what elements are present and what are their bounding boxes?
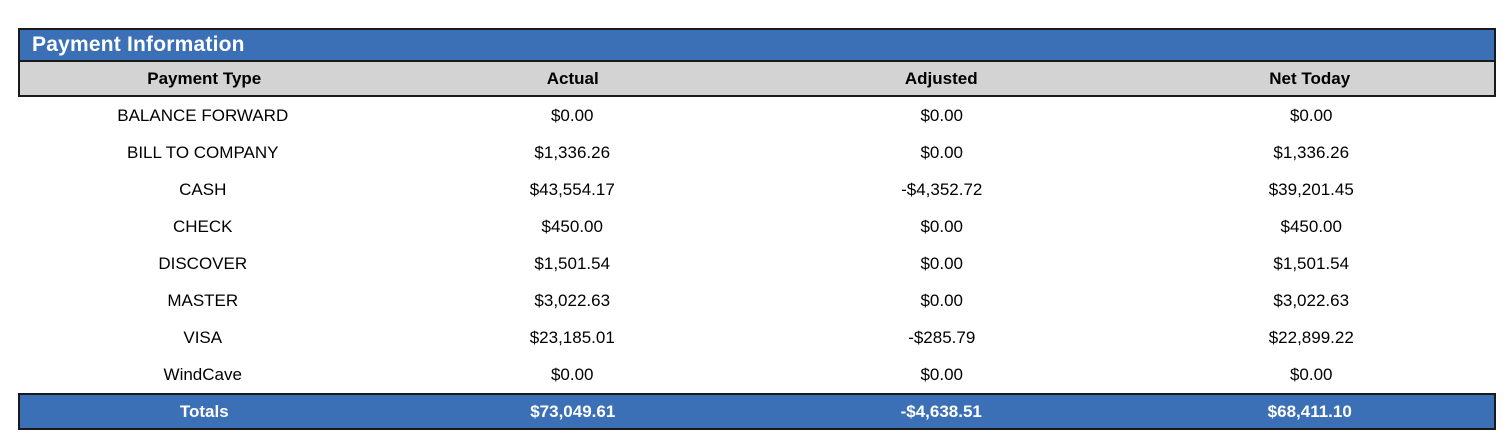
table-body: BALANCE FORWARD $0.00 $0.00 $0.00 BILL T… [18,97,1496,393]
actual-cell: $1,336.26 [534,142,611,162]
actual-cell: $23,185.01 [529,327,615,347]
panel-title-bar: Payment Information [18,28,1496,62]
totals-label: Totals [179,401,229,421]
totals-net-today: $68,411.10 [1267,401,1352,421]
actual-cell: $3,022.63 [534,290,611,310]
adjusted-cell: $0.00 [920,364,964,384]
payment-type-cell: WindCave [163,364,242,384]
net-today-cell: $1,501.54 [1273,253,1350,273]
adjusted-cell: $0.00 [920,105,964,125]
payment-type-cell: CHECK [172,216,233,236]
table-row: MASTER $3,022.63 $0.00 $3,022.63 [18,282,1496,319]
adjusted-cell: -$4,352.72 [901,179,983,199]
actual-cell: $0.00 [550,105,594,125]
table-row: VISA $23,185.01 -$285.79 $22,899.22 [18,319,1496,356]
adjusted-cell: $0.00 [920,253,964,273]
actual-cell: $0.00 [550,364,594,384]
net-today-cell: $39,201.45 [1268,179,1354,199]
payment-information-panel: Payment Information Payment Type Actual … [18,28,1496,430]
net-today-cell: $0.00 [1289,105,1333,125]
table-row: CASH $43,554.17 -$4,352.72 $39,201.45 [18,171,1496,208]
table-row: BALANCE FORWARD $0.00 $0.00 $0.00 [18,97,1496,134]
column-header-adjusted: Adjusted [904,68,978,88]
payment-type-cell: BALANCE FORWARD [117,105,289,125]
adjusted-cell: $0.00 [920,290,964,310]
payment-type-cell: CASH [179,179,227,199]
actual-cell: $450.00 [541,216,603,236]
table-row: BILL TO COMPANY $1,336.26 $0.00 $1,336.2… [18,134,1496,171]
table-row: CHECK $450.00 $0.00 $450.00 [18,208,1496,245]
column-header-net-today: Net Today [1269,68,1351,88]
column-header-payment-type: Payment Type [147,68,262,88]
table-row: WindCave $0.00 $0.00 $0.00 [18,356,1496,393]
payment-type-cell: BILL TO COMPANY [127,142,279,162]
payment-type-cell: DISCOVER [158,253,248,273]
totals-actual: $73,049.61 [530,401,616,421]
payment-type-cell: MASTER [167,290,239,310]
actual-cell: $1,501.54 [534,253,611,273]
net-today-cell: $450.00 [1280,216,1342,236]
net-today-cell: $1,336.26 [1273,142,1350,162]
adjusted-cell: $0.00 [920,142,964,162]
totals-adjusted: -$4,638.51 [900,401,982,421]
column-header-row: Payment Type Actual Adjusted Net Today [18,62,1496,97]
adjusted-cell: $0.00 [920,216,964,236]
payment-type-cell: VISA [183,327,223,347]
adjusted-cell: -$285.79 [908,327,976,347]
panel-title: Payment Information [32,33,245,56]
column-header-actual: Actual [546,68,599,88]
net-today-cell: $22,899.22 [1268,327,1354,347]
totals-row: Totals $73,049.61 -$4,638.51 $68,411.10 [18,393,1496,430]
actual-cell: $43,554.17 [529,179,615,199]
net-today-cell: $0.00 [1289,364,1333,384]
table-row: DISCOVER $1,501.54 $0.00 $1,501.54 [18,245,1496,282]
net-today-cell: $3,022.63 [1273,290,1350,310]
